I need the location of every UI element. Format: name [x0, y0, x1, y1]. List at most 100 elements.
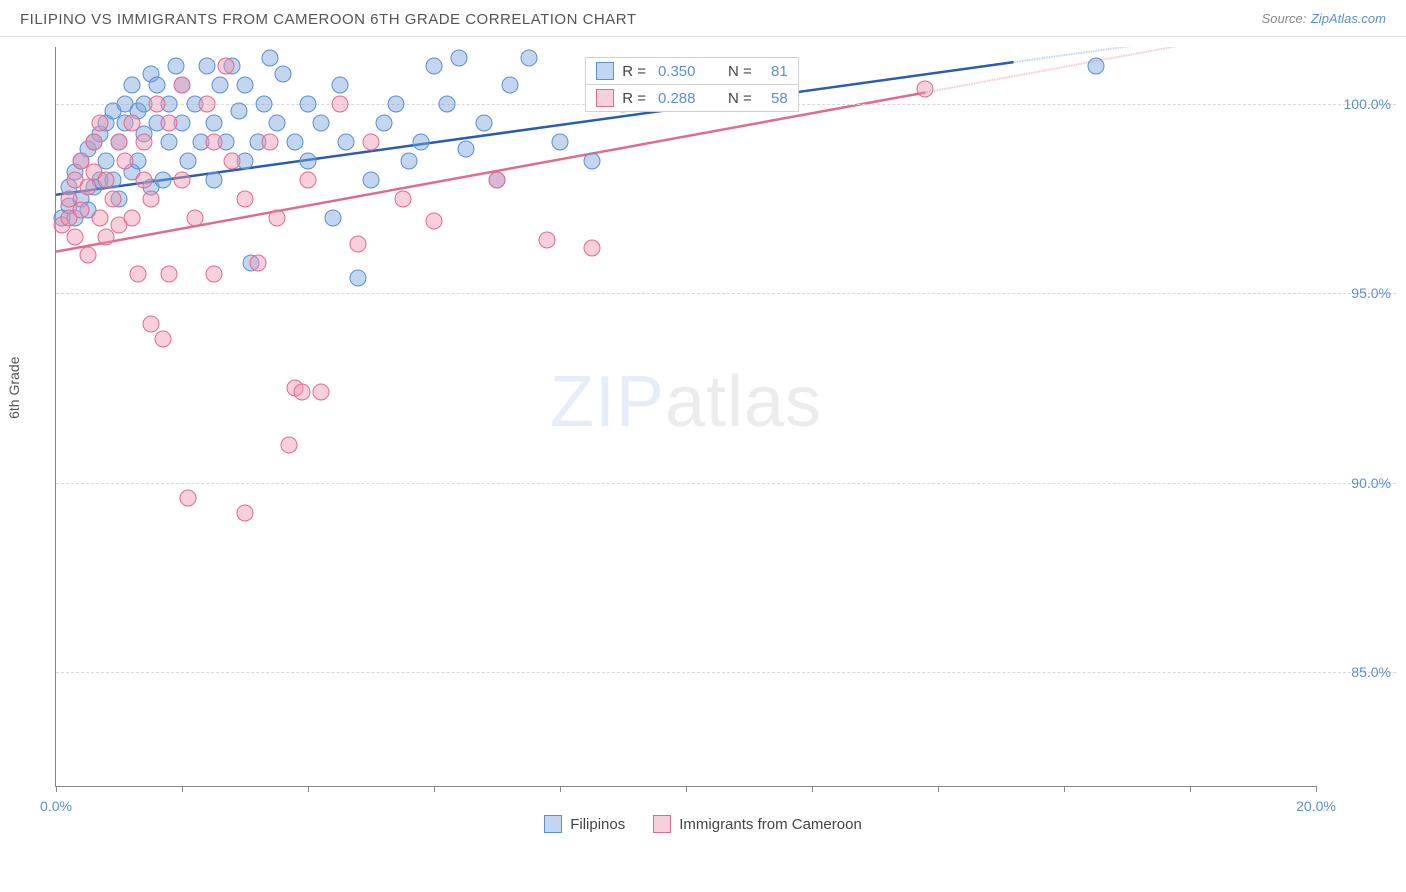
scatter-point: [520, 50, 537, 67]
scatter-point: [501, 76, 518, 93]
trend-line-dashed: [1014, 47, 1316, 62]
correlation-legend-row: R = 0.288 N = 58: [586, 84, 798, 111]
scatter-point: [300, 95, 317, 112]
watermark: ZIPatlas: [550, 361, 822, 443]
scatter-point: [281, 436, 298, 453]
x-tick: [1316, 786, 1317, 792]
x-tick-label: 0.0%: [40, 798, 72, 814]
scatter-point: [457, 141, 474, 158]
scatter-point: [350, 270, 367, 287]
scatter-point: [539, 232, 556, 249]
scatter-point: [413, 133, 430, 150]
scatter-point: [73, 201, 90, 218]
scatter-point: [287, 133, 304, 150]
scatter-point: [552, 133, 569, 150]
scatter-point: [111, 133, 128, 150]
gridline: [56, 672, 1396, 673]
scatter-point: [123, 114, 140, 131]
scatter-point: [98, 171, 115, 188]
scatter-point: [142, 315, 159, 332]
x-tick: [686, 786, 687, 792]
gridline: [56, 483, 1396, 484]
scatter-point: [268, 209, 285, 226]
scatter-point: [199, 57, 216, 74]
x-tick-label: 20.0%: [1296, 798, 1336, 814]
plot-area: ZIPatlas R = 0.350 N = 81 R = 0.288 N = …: [55, 47, 1316, 787]
trend-line-solid: [56, 62, 1014, 195]
scatter-point: [66, 228, 83, 245]
scatter-point: [476, 114, 493, 131]
source: Source: ZipAtlas.com: [1262, 10, 1386, 28]
scatter-point: [180, 152, 197, 169]
scatter-point: [142, 190, 159, 207]
scatter-point: [331, 76, 348, 93]
legend-item-cameroon: Immigrants from Cameroon: [653, 815, 862, 833]
legend-swatch-icon: [653, 815, 671, 833]
legend-label: Filipinos: [570, 816, 625, 833]
scatter-point: [186, 209, 203, 226]
scatter-point: [211, 76, 228, 93]
legend-label: Immigrants from Cameroon: [679, 816, 862, 833]
scatter-point: [400, 152, 417, 169]
scatter-point: [350, 236, 367, 253]
scatter-point: [262, 133, 279, 150]
x-tick: [938, 786, 939, 792]
scatter-point: [117, 152, 134, 169]
scatter-point: [237, 76, 254, 93]
scatter-point: [255, 95, 272, 112]
scatter-point: [161, 133, 178, 150]
x-tick: [812, 786, 813, 792]
scatter-point: [363, 133, 380, 150]
scatter-point: [583, 239, 600, 256]
scatter-point: [300, 171, 317, 188]
y-tick-label: 100.0%: [1344, 96, 1391, 112]
source-link[interactable]: ZipAtlas.com: [1311, 11, 1386, 26]
series-legend: Filipinos Immigrants from Cameroon: [0, 815, 1406, 833]
chart-title: FILIPINO VS IMMIGRANTS FROM CAMEROON 6TH…: [20, 11, 637, 28]
y-tick-label: 95.0%: [1351, 285, 1391, 301]
scatter-point: [123, 76, 140, 93]
scatter-point: [438, 95, 455, 112]
gridline: [56, 293, 1396, 294]
y-tick-label: 90.0%: [1351, 475, 1391, 491]
x-tick: [56, 786, 57, 792]
scatter-point: [161, 114, 178, 131]
scatter-point: [161, 266, 178, 283]
scatter-point: [300, 152, 317, 169]
correlation-legend-row: R = 0.350 N = 81: [586, 58, 798, 84]
x-tick: [434, 786, 435, 792]
scatter-point: [325, 209, 342, 226]
source-label: Source:: [1262, 11, 1307, 26]
scatter-point: [155, 171, 172, 188]
y-axis-label: 6th Grade: [6, 357, 22, 419]
scatter-point: [148, 76, 165, 93]
scatter-point: [917, 80, 934, 97]
x-tick: [1064, 786, 1065, 792]
scatter-point: [136, 133, 153, 150]
scatter-point: [489, 171, 506, 188]
scatter-point: [218, 57, 235, 74]
scatter-point: [155, 330, 172, 347]
scatter-point: [104, 190, 121, 207]
x-tick: [1190, 786, 1191, 792]
n-value-filipinos: 81: [760, 63, 788, 80]
scatter-point: [426, 213, 443, 230]
scatter-point: [363, 171, 380, 188]
scatter-point: [136, 171, 153, 188]
scatter-point: [224, 152, 241, 169]
scatter-point: [85, 133, 102, 150]
scatter-point: [174, 76, 191, 93]
r-value-cameroon: 0.288: [658, 90, 710, 107]
correlation-legend: R = 0.350 N = 81 R = 0.288 N = 58: [585, 57, 799, 112]
scatter-point: [249, 255, 266, 272]
scatter-point: [426, 57, 443, 74]
scatter-point: [79, 247, 96, 264]
scatter-point: [79, 179, 96, 196]
scatter-point: [331, 95, 348, 112]
scatter-point: [312, 114, 329, 131]
scatter-point: [205, 171, 222, 188]
scatter-point: [167, 57, 184, 74]
scatter-point: [174, 171, 191, 188]
legend-item-filipinos: Filipinos: [544, 815, 625, 833]
scatter-point: [205, 133, 222, 150]
